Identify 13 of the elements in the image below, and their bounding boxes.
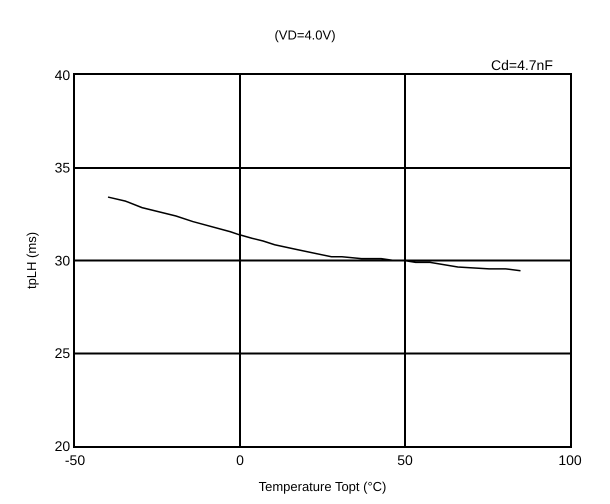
x-tick-label: 100 [558, 452, 582, 468]
chart-title: (VD=4.0V) [274, 27, 336, 42]
x-tick-label: 50 [397, 452, 413, 468]
x-tick-label: 0 [236, 452, 244, 468]
y-tick-label: 20 [54, 438, 70, 454]
x-tick-label: -50 [64, 452, 86, 468]
y-tick-label: 40 [54, 66, 70, 83]
text: Cd=4.7nF [491, 57, 553, 73]
y-tick-label: 25 [54, 345, 70, 362]
y-axis-title: tpLH (ms) [24, 232, 40, 290]
y-tick-label: 35 [54, 160, 70, 176]
x-axis-title: Temperature Topt (°C) [258, 478, 386, 494]
y-tick-label: 30 [54, 252, 70, 268]
